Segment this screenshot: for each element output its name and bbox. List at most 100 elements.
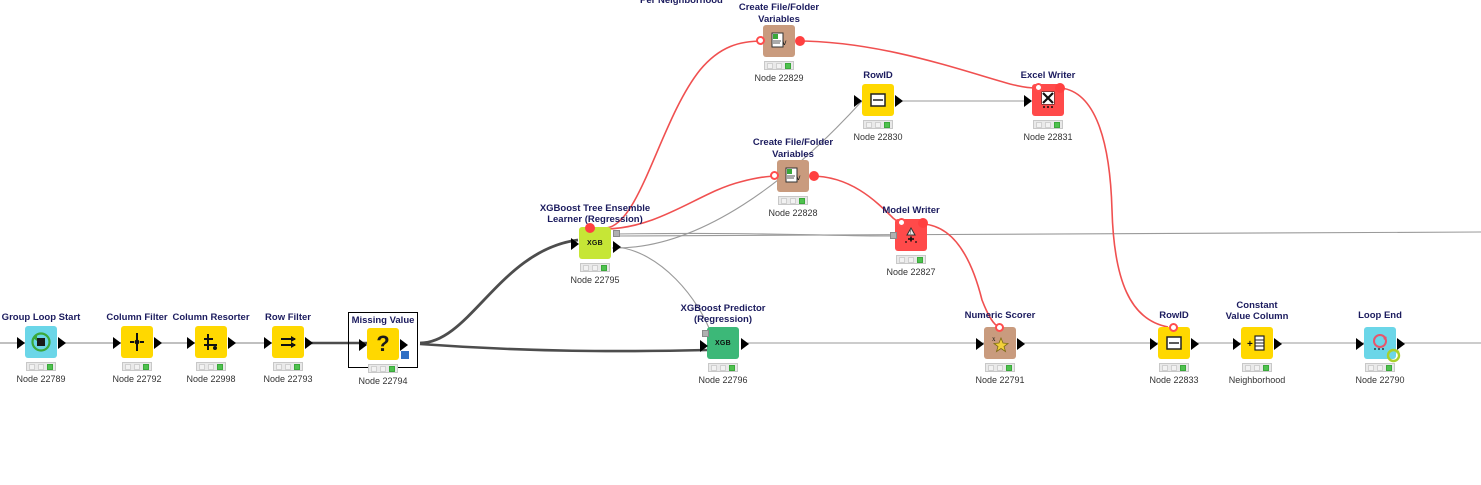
port-out[interactable] <box>895 95 903 107</box>
node-label: Node 22829 <box>754 73 804 83</box>
node-icon-xgboost-learner-icon[interactable]: XGB <box>579 227 611 259</box>
node-title: RowID <box>1159 310 1189 321</box>
status-dot-configured <box>591 264 598 271</box>
node-status <box>1033 120 1063 129</box>
port-in[interactable] <box>571 238 579 250</box>
port-flow-variable-in[interactable] <box>756 36 765 45</box>
node-icon-rowid-icon[interactable] <box>862 84 894 116</box>
node-icon-row-filter-icon[interactable] <box>272 326 304 358</box>
status-dot-configured <box>719 364 726 371</box>
port-flow-variable-in[interactable] <box>1169 323 1178 332</box>
node-title: Column Resorter <box>172 312 250 323</box>
node-icon-missing-value-icon[interactable]: ? <box>367 328 399 360</box>
status-dot-idle <box>1244 364 1251 371</box>
node-icon-loop-end-icon[interactable] <box>1364 327 1401 363</box>
port-in[interactable] <box>854 95 862 107</box>
status-dot-executed <box>47 363 54 370</box>
status-dot-executed <box>1386 364 1393 371</box>
port-out[interactable] <box>1397 338 1405 350</box>
port-out[interactable] <box>1191 338 1199 350</box>
port-in[interactable] <box>17 337 25 349</box>
status-dot-idle <box>780 197 787 204</box>
status-dot-idle <box>1035 121 1042 128</box>
port-in[interactable] <box>359 339 367 351</box>
port-out-model-square[interactable] <box>613 230 620 237</box>
status-dot-configured <box>789 197 796 204</box>
port-out[interactable] <box>1017 338 1025 350</box>
node-status <box>708 363 738 372</box>
port-out[interactable] <box>228 337 236 349</box>
port-flow-variable-in[interactable] <box>1034 83 1043 92</box>
port-out[interactable] <box>58 337 66 349</box>
port-in[interactable] <box>187 337 195 349</box>
xgb-glyph: XGB <box>714 339 732 347</box>
status-dot-configured <box>775 62 782 69</box>
status-dot-idle <box>1367 364 1374 371</box>
port-in[interactable] <box>976 338 984 350</box>
node-status <box>778 196 808 205</box>
status-dot-executed <box>799 197 806 204</box>
node-label: Node 22791 <box>975 375 1025 385</box>
port-flow-variable-in[interactable] <box>897 218 906 227</box>
question-mark-glyph: ? <box>376 331 390 356</box>
port-in-model-square[interactable] <box>702 330 709 337</box>
node-icon-create-file-folder-variables-icon[interactable]: v <box>763 25 795 57</box>
port-in[interactable] <box>1233 338 1241 350</box>
node-icon-numeric-scorer-icon[interactable]: x <box>984 327 1016 359</box>
port-in[interactable] <box>1150 338 1158 350</box>
port-flow-variable-in[interactable] <box>770 171 779 180</box>
port-in-model-square[interactable] <box>890 232 897 239</box>
port-flow-variable-out[interactable] <box>795 36 805 46</box>
node-icon-group-loop-start-icon[interactable] <box>25 326 57 358</box>
port-flow-variable-out[interactable] <box>1055 83 1065 93</box>
port-flow-variable-out[interactable] <box>585 223 595 233</box>
port-out-secondary[interactable] <box>401 351 409 359</box>
status-dot-executed <box>217 363 224 370</box>
node-icon-column-filter-icon[interactable] <box>121 326 153 358</box>
node-status <box>764 61 794 70</box>
node-title: Row Filter <box>265 312 311 323</box>
node-label: Node 22833 <box>1149 375 1199 385</box>
status-dot-configured <box>1376 364 1383 371</box>
port-flow-variable-out[interactable] <box>918 218 928 228</box>
port-out[interactable] <box>741 338 749 350</box>
port-out[interactable] <box>154 337 162 349</box>
port-in[interactable] <box>113 337 121 349</box>
port-in[interactable] <box>1356 338 1364 350</box>
status-dot-executed <box>884 121 891 128</box>
node-status <box>26 362 56 371</box>
node-icon-constant-value-column-icon[interactable]: + <box>1241 327 1273 359</box>
status-dot-executed <box>785 62 792 69</box>
port-flow-variable-in[interactable] <box>995 323 1004 332</box>
status-dot-idle <box>898 256 905 263</box>
port-in-data[interactable] <box>700 340 708 352</box>
node-icon-xgboost-predictor-icon[interactable]: XGB <box>707 327 739 359</box>
node-title: Model Writer <box>882 205 940 216</box>
xgb-glyph: XGB <box>586 239 604 247</box>
node-icon-create-file-folder-variables-icon[interactable]: v <box>777 160 809 192</box>
status-dot-idle <box>198 363 205 370</box>
node-status <box>1159 363 1189 372</box>
node-title-line2: Learner (Regression) <box>547 214 643 225</box>
node-status <box>1365 363 1395 372</box>
node-label: Node 22790 <box>1355 375 1405 385</box>
port-out-model[interactable] <box>613 241 621 253</box>
status-dot-configured <box>907 256 914 263</box>
status-dot-executed <box>1054 121 1061 128</box>
status-dot-configured <box>284 363 291 370</box>
node-status <box>273 362 303 371</box>
port-out[interactable] <box>1274 338 1282 350</box>
status-dot-idle <box>987 364 994 371</box>
port-in[interactable] <box>264 337 272 349</box>
port-out[interactable] <box>400 339 408 351</box>
node-title: Missing Value <box>351 315 415 326</box>
node-icon-rowid-icon[interactable] <box>1158 327 1190 359</box>
svg-text:v: v <box>782 38 787 47</box>
port-out[interactable] <box>305 337 313 349</box>
status-dot-executed <box>294 363 301 370</box>
port-in[interactable] <box>1024 95 1032 107</box>
port-flow-variable-out[interactable] <box>809 171 819 181</box>
node-icon-column-resorter-icon[interactable] <box>195 326 227 358</box>
